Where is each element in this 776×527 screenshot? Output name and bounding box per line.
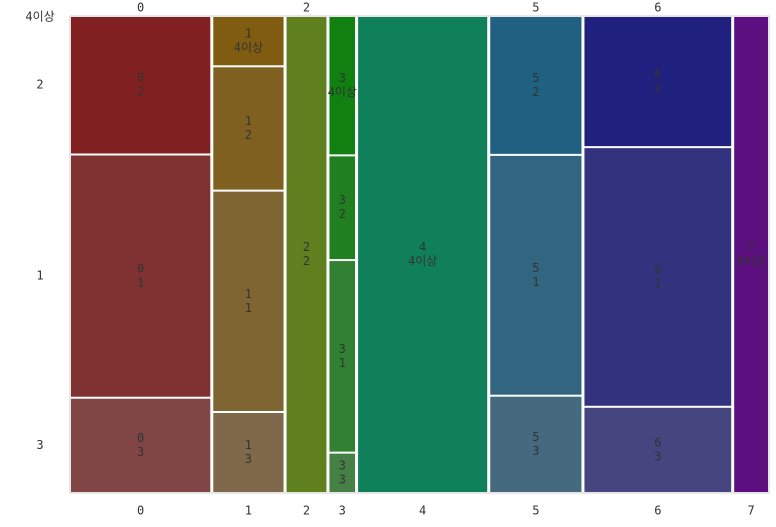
cell-row-label: 4이상: [234, 41, 263, 55]
mosaic-cell: [329, 17, 356, 155]
cell-row-label: 4이상: [328, 85, 357, 99]
x-tick-label: 1: [245, 504, 252, 518]
cell-column-label: 0: [137, 431, 144, 445]
cell-row-label: 3: [339, 472, 346, 486]
mosaic-cell: [213, 191, 284, 412]
cell-column-label: 5: [532, 430, 539, 444]
cell-row-label: 1: [532, 275, 539, 289]
mosaic-cell: [71, 155, 211, 397]
mosaic-cell: [213, 67, 284, 190]
mosaic-cell: [490, 17, 582, 154]
mosaic-cell: [734, 17, 768, 492]
cell-row-label: 1: [339, 356, 346, 370]
cell-row-label: 3: [245, 452, 252, 466]
y-tick-label: 2: [36, 78, 43, 92]
cell-column-label: 7: [747, 240, 754, 254]
cell-row-label: 3: [654, 449, 661, 463]
cell-row-label: 2: [532, 85, 539, 99]
cell-column-label: 6: [654, 67, 661, 81]
mosaic-cell: [329, 261, 356, 452]
cell-column-label: 4: [419, 240, 426, 254]
cell-row-label: 1: [245, 301, 252, 315]
x-top-label: 2: [303, 1, 310, 15]
mosaic-cell: [213, 17, 284, 66]
cell-row-label: 3: [137, 445, 144, 459]
cell-column-label: 0: [137, 71, 144, 85]
mosaic-cell: [490, 155, 582, 395]
x-top-label: 5: [532, 1, 539, 15]
cell-row-label: 4이상: [736, 254, 765, 268]
mosaic-cell: [584, 148, 732, 406]
cell-row-label: 2: [303, 254, 310, 268]
cell-column-label: 1: [245, 287, 252, 301]
cell-column-label: 3: [339, 71, 346, 85]
cell-column-label: 3: [339, 193, 346, 207]
cell-column-label: 5: [532, 71, 539, 85]
cell-row-label: 3: [532, 444, 539, 458]
cell-row-label: 2: [654, 81, 661, 95]
cell-column-label: 6: [654, 262, 661, 276]
mosaic-cell: [71, 17, 211, 154]
mosaic-cell: [71, 398, 211, 492]
cell-column-label: 5: [532, 261, 539, 275]
mosaic-cell: [584, 407, 732, 492]
cell-row-label: 1: [137, 276, 144, 290]
y-tick-label: 4이상: [25, 10, 54, 24]
cell-column-label: 0: [137, 262, 144, 276]
cell-column-label: 1: [245, 27, 252, 41]
x-tick-label: 2: [303, 504, 310, 518]
cell-row-label: 2: [137, 85, 144, 99]
x-top-label: 6: [654, 1, 661, 15]
plot-frame: [69, 15, 770, 494]
cell-row-label: 1: [654, 276, 661, 290]
y-tick-label: 3: [36, 438, 43, 452]
x-tick-label: 6: [654, 504, 661, 518]
mosaic-cell: [329, 453, 356, 492]
cell-row-label: 2: [245, 128, 252, 142]
cell-column-label: 6: [654, 435, 661, 449]
x-top-label: 0: [137, 1, 144, 15]
cell-column-label: 3: [339, 458, 346, 472]
cell-column-label: 2: [303, 240, 310, 254]
mosaic-cell: [490, 396, 582, 492]
x-tick-label: 7: [747, 504, 754, 518]
cell-column-label: 1: [245, 438, 252, 452]
mosaic-cell: [213, 413, 284, 492]
x-tick-label: 5: [532, 504, 539, 518]
cell-row-label: 2: [339, 207, 346, 221]
y-tick-label: 1: [36, 269, 43, 283]
cell-column-label: 3: [339, 342, 346, 356]
cell-column-label: 1: [245, 114, 252, 128]
cell-row-label: 4이상: [408, 254, 437, 268]
mosaic-cell: [358, 17, 488, 492]
x-tick-label: 3: [339, 504, 346, 518]
x-tick-label: 0: [137, 504, 144, 518]
x-tick-label: 4: [419, 504, 426, 518]
mosaic-cell: [329, 156, 356, 260]
mosaic-cell: [584, 17, 732, 147]
mosaic-cell: [286, 17, 327, 492]
